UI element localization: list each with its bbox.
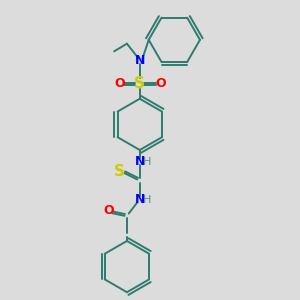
Text: O: O xyxy=(114,77,124,90)
Text: H: H xyxy=(143,195,151,205)
Text: O: O xyxy=(155,77,166,90)
Text: H: H xyxy=(143,157,151,166)
Text: S: S xyxy=(114,164,125,179)
Text: S: S xyxy=(134,76,145,91)
Text: O: O xyxy=(104,204,114,217)
Text: N: N xyxy=(135,155,145,168)
Text: N: N xyxy=(135,54,145,67)
Text: N: N xyxy=(135,194,145,206)
